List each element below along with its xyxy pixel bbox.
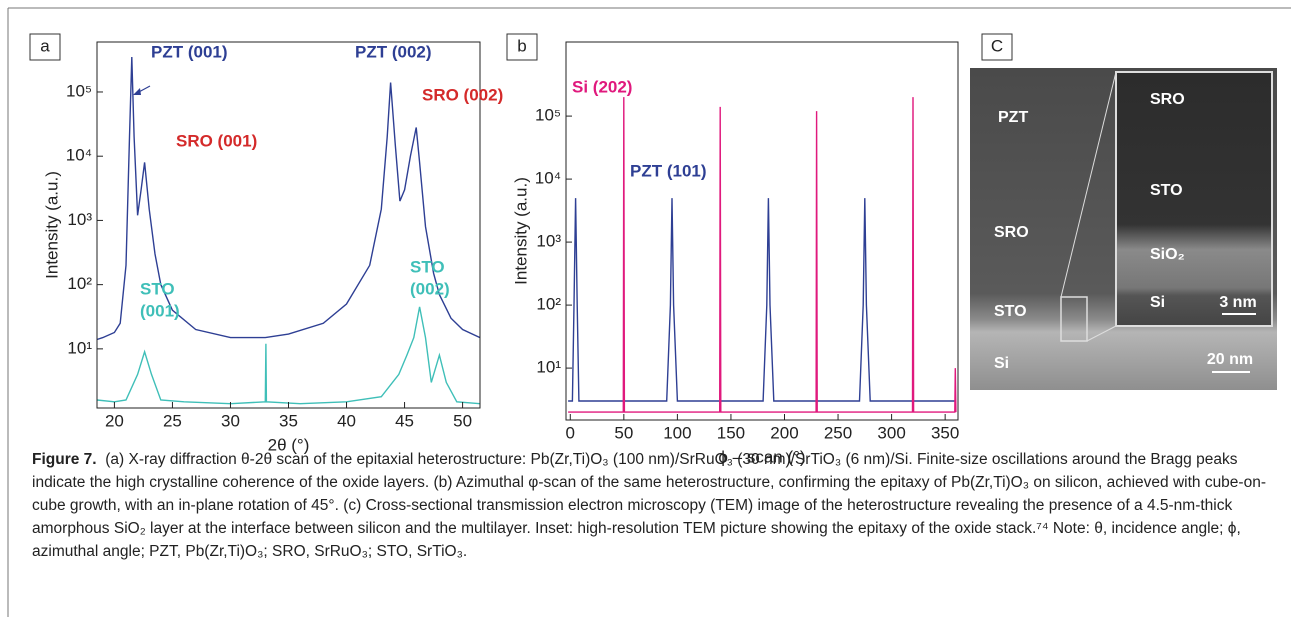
y-axis-label: Intensity (a.u.) [511, 177, 530, 285]
x-tick-label: 300 [877, 423, 905, 442]
caption-text: (a) X-ray diffraction θ-2θ scan of the e… [32, 451, 1266, 560]
panel-label: b [517, 36, 526, 55]
x-tick-label: 45 [395, 411, 414, 430]
annotation: STO [410, 257, 445, 276]
annotation: STO [140, 279, 175, 298]
x-tick-label: 35 [279, 411, 298, 430]
annotation: (001) [140, 301, 180, 320]
tem-inset [1115, 71, 1273, 327]
caption-label: Figure 7. [32, 451, 97, 468]
inset-label: Si [1150, 294, 1165, 311]
layer-label: Si [994, 355, 1009, 372]
annotation: SRO (002) [422, 85, 503, 104]
y-tick-label: 10³ [536, 232, 561, 251]
inset-label: SiO₂ [1150, 246, 1185, 263]
data-line [96, 306, 481, 405]
panel-box [506, 33, 538, 61]
inset-label: STO [1150, 182, 1183, 199]
x-tick-label: 40 [337, 411, 356, 430]
y-tick-label: 10¹ [67, 338, 92, 357]
x-tick-label: 50 [614, 423, 633, 442]
x-tick-label: 100 [663, 423, 691, 442]
data-line [96, 56, 481, 341]
x-tick-label: 250 [824, 423, 852, 442]
y-tick-label: 10⁴ [535, 169, 561, 188]
x-tick-label: 200 [770, 423, 798, 442]
x-axis-label: 2θ (°) [268, 435, 310, 454]
zoom-box [1060, 296, 1088, 342]
data-line [568, 97, 957, 413]
annotation: (002) [410, 279, 450, 298]
y-tick-label: 10³ [67, 210, 92, 229]
panel-box [29, 33, 61, 61]
x-tick-label: 25 [163, 411, 182, 430]
y-tick-label: 10⁵ [535, 106, 561, 125]
plot-frame [565, 41, 959, 421]
arrow-head [133, 88, 141, 95]
x-tick-label: 30 [221, 411, 240, 430]
y-tick-label: 10² [67, 274, 92, 293]
annotation: SRO (001) [176, 131, 257, 150]
y-tick-label: 10² [536, 295, 561, 314]
scale-label: 3 nm [1219, 294, 1256, 311]
y-tick-label: 10⁵ [66, 81, 92, 100]
layer-label: SRO [994, 224, 1029, 241]
annotation: PZT (101) [630, 161, 707, 180]
layer-label: STO [994, 303, 1027, 320]
x-tick-label: 150 [717, 423, 745, 442]
y-tick-label: 10⁴ [66, 146, 92, 165]
x-tick-label: 350 [931, 423, 959, 442]
annotation: Si (202) [572, 77, 632, 96]
x-tick-label: 20 [105, 411, 124, 430]
panel-label: C [991, 36, 1003, 55]
y-axis-label: Intensity (a.u.) [42, 171, 61, 279]
caption: Figure 7. (a) X-ray diffraction θ-2θ sca… [32, 448, 1267, 563]
y-tick-label: 10¹ [536, 358, 561, 377]
x-tick-label: 50 [453, 411, 472, 430]
zoom-line [1060, 71, 1117, 298]
data-line [568, 198, 956, 402]
x-axis-label: ϕ – scan (°) [718, 447, 805, 466]
layer-label: PZT [998, 109, 1028, 126]
annotation: PZT (002) [355, 42, 432, 61]
annotation: PZT (001) [151, 42, 228, 61]
scale-label: 20 nm [1207, 351, 1253, 368]
panel-label: a [40, 36, 50, 55]
inset-label: SRO [1150, 91, 1185, 108]
zoom-line [1086, 325, 1117, 342]
panel-box [981, 33, 1013, 61]
x-tick-label: 0 [566, 423, 575, 442]
